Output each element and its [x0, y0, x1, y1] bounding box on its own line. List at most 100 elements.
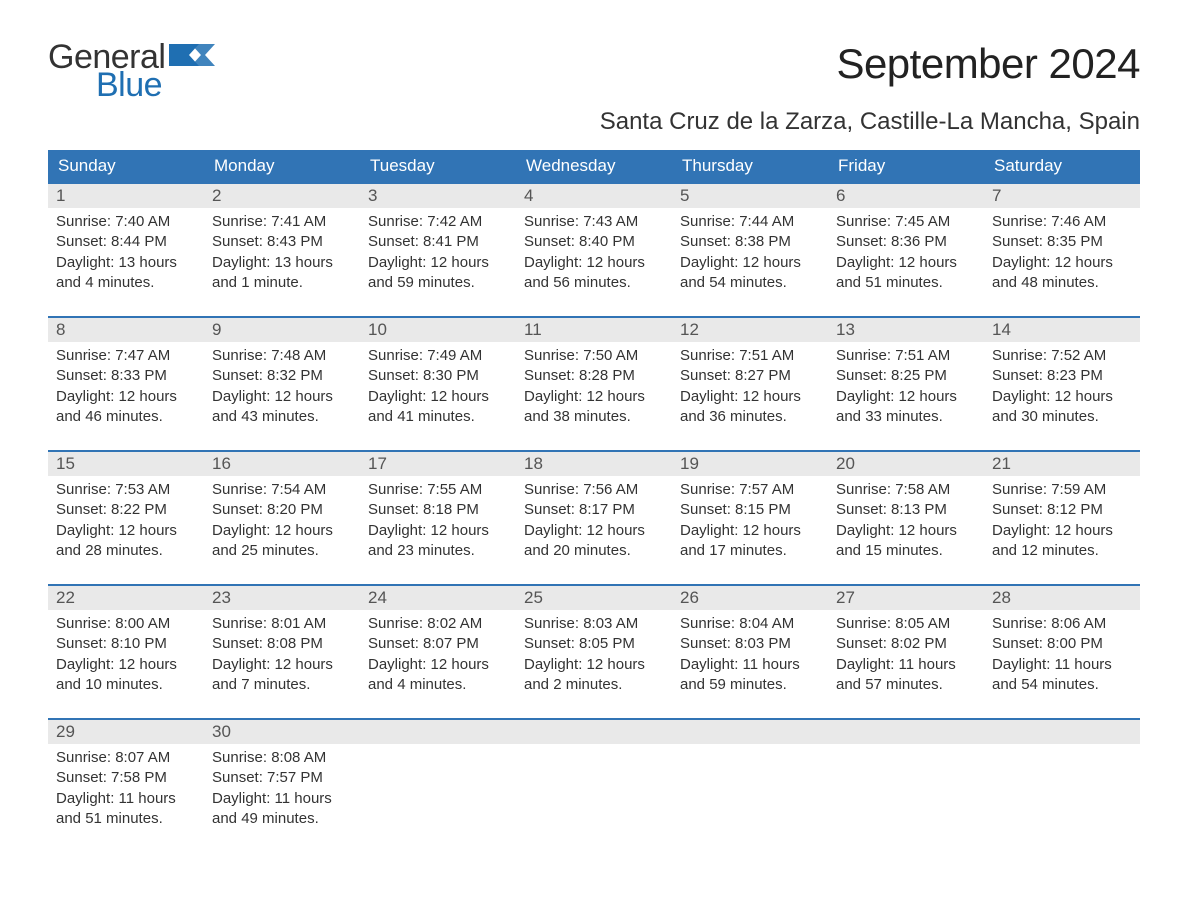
calendar-day: 21Sunrise: 7:59 AMSunset: 8:12 PMDayligh…: [984, 452, 1140, 570]
calendar-day: 22Sunrise: 8:00 AMSunset: 8:10 PMDayligh…: [48, 586, 204, 704]
sunrise-line: Sunrise: 8:07 AM: [56, 748, 196, 768]
day-number: 25: [516, 586, 672, 610]
calendar-day: 5Sunrise: 7:44 AMSunset: 8:38 PMDaylight…: [672, 184, 828, 302]
page-title: September 2024: [836, 40, 1140, 88]
brand-word2: Blue: [96, 68, 215, 102]
calendar-week: 29Sunrise: 8:07 AMSunset: 7:58 PMDayligh…: [48, 718, 1140, 838]
sunrise-line: Sunrise: 8:08 AM: [212, 748, 352, 768]
sunset-line: Sunset: 8:15 PM: [680, 500, 820, 520]
day-number: 5: [672, 184, 828, 208]
sunset-line: Sunset: 8:13 PM: [836, 500, 976, 520]
weekday-header: Thursday: [672, 150, 828, 182]
day-number: 12: [672, 318, 828, 342]
day-number: 24: [360, 586, 516, 610]
day-details: Sunrise: 8:01 AMSunset: 8:08 PMDaylight:…: [204, 610, 360, 701]
sunrise-line: Sunrise: 7:51 AM: [680, 346, 820, 366]
calendar-day: 15Sunrise: 7:53 AMSunset: 8:22 PMDayligh…: [48, 452, 204, 570]
day-number: [516, 720, 672, 744]
day-number: 11: [516, 318, 672, 342]
daylight-line2: and 23 minutes.: [368, 541, 508, 561]
sunset-line: Sunset: 8:22 PM: [56, 500, 196, 520]
sunset-line: Sunset: 8:05 PM: [524, 634, 664, 654]
calendar-day: 10Sunrise: 7:49 AMSunset: 8:30 PMDayligh…: [360, 318, 516, 436]
calendar-day: 30 Sunrise: 8:08 AMSunset: 7:57 PMDayligh…: [204, 720, 360, 838]
sunset-line: Sunset: 8:33 PM: [56, 366, 196, 386]
daylight-line1: Daylight: 11 hours: [836, 655, 976, 675]
day-details: Sunrise: 8:05 AMSunset: 8:02 PMDaylight:…: [828, 610, 984, 701]
day-number: 18: [516, 452, 672, 476]
day-number: 19: [672, 452, 828, 476]
daylight-line1: Daylight: 12 hours: [524, 655, 664, 675]
day-number: 29: [48, 720, 204, 744]
calendar-day: 28Sunrise: 8:06 AMSunset: 8:00 PMDayligh…: [984, 586, 1140, 704]
day-details: Sunrise: 7:45 AMSunset: 8:36 PMDaylight:…: [828, 208, 984, 299]
daylight-line2: and 4 minutes.: [56, 273, 196, 293]
calendar-week: 8Sunrise: 7:47 AMSunset: 8:33 PMDaylight…: [48, 316, 1140, 436]
sunrise-line: Sunrise: 8:02 AM: [368, 614, 508, 634]
day-details: Sunrise: 7:53 AMSunset: 8:22 PMDaylight:…: [48, 476, 204, 567]
day-number: 3: [360, 184, 516, 208]
daylight-line2: and 54 minutes.: [680, 273, 820, 293]
flag-icon: [169, 44, 215, 70]
sunrise-line: Sunrise: 7:42 AM: [368, 212, 508, 232]
daylight-line1: Daylight: 12 hours: [368, 387, 508, 407]
daylight-line1: Daylight: 12 hours: [212, 655, 352, 675]
day-details: Sunrise: 8:00 AMSunset: 8:10 PMDaylight:…: [48, 610, 204, 701]
day-details: Sunrise: 7:43 AMSunset: 8:40 PMDaylight:…: [516, 208, 672, 299]
sunset-line: Sunset: 8:07 PM: [368, 634, 508, 654]
daylight-line1: Daylight: 13 hours: [212, 253, 352, 273]
day-number: 10: [360, 318, 516, 342]
sunrise-line: Sunrise: 7:53 AM: [56, 480, 196, 500]
sunset-line: Sunset: 8:32 PM: [212, 366, 352, 386]
day-number: 26: [672, 586, 828, 610]
sunset-line: Sunset: 8:18 PM: [368, 500, 508, 520]
sunrise-line: Sunrise: 7:56 AM: [524, 480, 664, 500]
sunset-line: Sunset: 8:38 PM: [680, 232, 820, 252]
sunrise-line: Sunrise: 7:58 AM: [836, 480, 976, 500]
sunset-line: Sunset: 8:27 PM: [680, 366, 820, 386]
calendar-grid: SundayMondayTuesdayWednesdayThursdayFrid…: [48, 150, 1140, 838]
daylight-line2: and 10 minutes.: [56, 675, 196, 695]
day-number: 9: [204, 318, 360, 342]
day-number: 2: [204, 184, 360, 208]
sunset-line: Sunset: 8:02 PM: [836, 634, 976, 654]
sunrise-line: Sunrise: 8:04 AM: [680, 614, 820, 634]
calendar-day: 6Sunrise: 7:45 AMSunset: 8:36 PMDaylight…: [828, 184, 984, 302]
calendar-day-empty: [360, 720, 516, 838]
daylight-line1: Daylight: 12 hours: [56, 521, 196, 541]
day-details: Sunrise: 7:52 AMSunset: 8:23 PMDaylight:…: [984, 342, 1140, 433]
day-number: 4: [516, 184, 672, 208]
daylight-line1: Daylight: 12 hours: [368, 655, 508, 675]
daylight-line1: Daylight: 12 hours: [992, 521, 1132, 541]
daylight-line2: and 41 minutes.: [368, 407, 508, 427]
sunset-line: Sunset: 8:23 PM: [992, 366, 1132, 386]
sunset-line: Sunset: 7:57 PM: [212, 768, 352, 788]
sunrise-line: Sunrise: 8:06 AM: [992, 614, 1132, 634]
daylight-line1: Daylight: 12 hours: [212, 521, 352, 541]
calendar-day: 29Sunrise: 8:07 AMSunset: 7:58 PMDayligh…: [48, 720, 204, 838]
daylight-line2: and 51 minutes.: [56, 809, 196, 829]
calendar-day: 2Sunrise: 7:41 AMSunset: 8:43 PMDaylight…: [204, 184, 360, 302]
sunset-line: Sunset: 8:03 PM: [680, 634, 820, 654]
daylight-line1: Daylight: 12 hours: [680, 387, 820, 407]
daylight-line2: and 28 minutes.: [56, 541, 196, 561]
day-number: 30: [204, 720, 360, 744]
daylight-line2: and 56 minutes.: [524, 273, 664, 293]
sunset-line: Sunset: 8:36 PM: [836, 232, 976, 252]
sunset-line: Sunset: 8:25 PM: [836, 366, 976, 386]
daylight-line2: and 17 minutes.: [680, 541, 820, 561]
day-details: Sunrise: 7:58 AMSunset: 8:13 PMDaylight:…: [828, 476, 984, 567]
daylight-line1: Daylight: 12 hours: [992, 253, 1132, 273]
day-number: 8: [48, 318, 204, 342]
sunrise-line: Sunrise: 7:43 AM: [524, 212, 664, 232]
sunset-line: Sunset: 8:08 PM: [212, 634, 352, 654]
calendar-day: 17Sunrise: 7:55 AMSunset: 8:18 PMDayligh…: [360, 452, 516, 570]
daylight-line1: Daylight: 11 hours: [212, 789, 352, 809]
day-number: 27: [828, 586, 984, 610]
daylight-line2: and 48 minutes.: [992, 273, 1132, 293]
sunset-line: Sunset: 8:20 PM: [212, 500, 352, 520]
calendar-day: 11Sunrise: 7:50 AMSunset: 8:28 PMDayligh…: [516, 318, 672, 436]
sunset-line: Sunset: 8:35 PM: [992, 232, 1132, 252]
calendar-day: 26Sunrise: 8:04 AMSunset: 8:03 PMDayligh…: [672, 586, 828, 704]
daylight-line2: and 59 minutes.: [368, 273, 508, 293]
